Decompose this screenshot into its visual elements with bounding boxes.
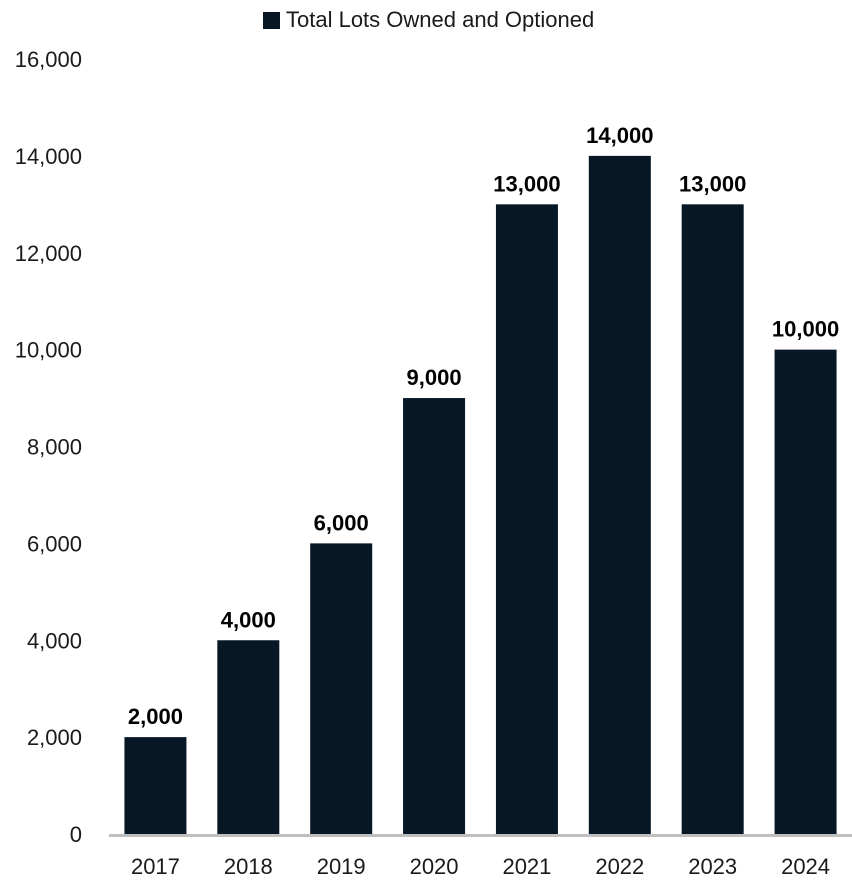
data-label-2024: 10,000 [772,317,839,342]
y-tick-label: 14,000 [15,144,82,169]
bar-2024 [774,349,837,834]
y-tick-label: 10,000 [15,338,82,363]
x-tick-label-2017: 2017 [131,854,180,879]
data-label-2020: 9,000 [407,365,462,390]
y-tick-label: 6,000 [27,531,82,556]
y-tick-label: 2,000 [27,725,82,750]
bars [124,155,837,834]
x-tick-label-2018: 2018 [224,854,273,879]
bar-2023 [681,204,744,834]
data-label-2022: 14,000 [586,123,653,148]
legend-swatch [263,11,280,29]
x-axis-ticks: 2017 2018 2019 2020 2021 2022 2023 2024 [131,854,830,879]
y-tick-label: 4,000 [27,628,82,653]
bar-2018 [217,640,280,834]
data-labels: 2,000 4,000 6,000 9,000 13,000 14,000 13,000 10… [128,123,839,729]
x-tick-label-2023: 2023 [688,854,737,879]
y-tick-label: 12,000 [15,241,82,266]
bar-2020 [403,398,466,834]
y-tick-label: 8,000 [27,435,82,460]
bar-2021 [495,204,558,834]
x-tick-label-2021: 2021 [502,854,551,879]
x-tick-label-2024: 2024 [781,854,830,879]
data-label-2019: 6,000 [314,510,369,535]
y-tick-label: 0 [70,822,82,847]
data-label-2017: 2,000 [128,704,183,729]
legend: Total Lots Owned and Optioned [263,7,594,33]
y-axis-ticks: 0 2,000 4,000 6,000 8,000 10,000 12,000 14,000 1… [15,47,82,847]
legend-label: Total Lots Owned and Optioned [286,7,595,32]
y-tick-label: 16,000 [15,47,82,72]
x-tick-label-2022: 2022 [595,854,644,879]
data-label-2021: 13,000 [493,171,560,196]
bar-2022 [588,155,651,834]
x-tick-label-2019: 2019 [317,854,366,879]
x-tick-label-2020: 2020 [410,854,459,879]
data-label-2018: 4,000 [221,607,276,632]
bar-2017 [124,737,187,834]
bar-2019 [310,543,373,834]
data-label-2023: 13,000 [679,171,746,196]
